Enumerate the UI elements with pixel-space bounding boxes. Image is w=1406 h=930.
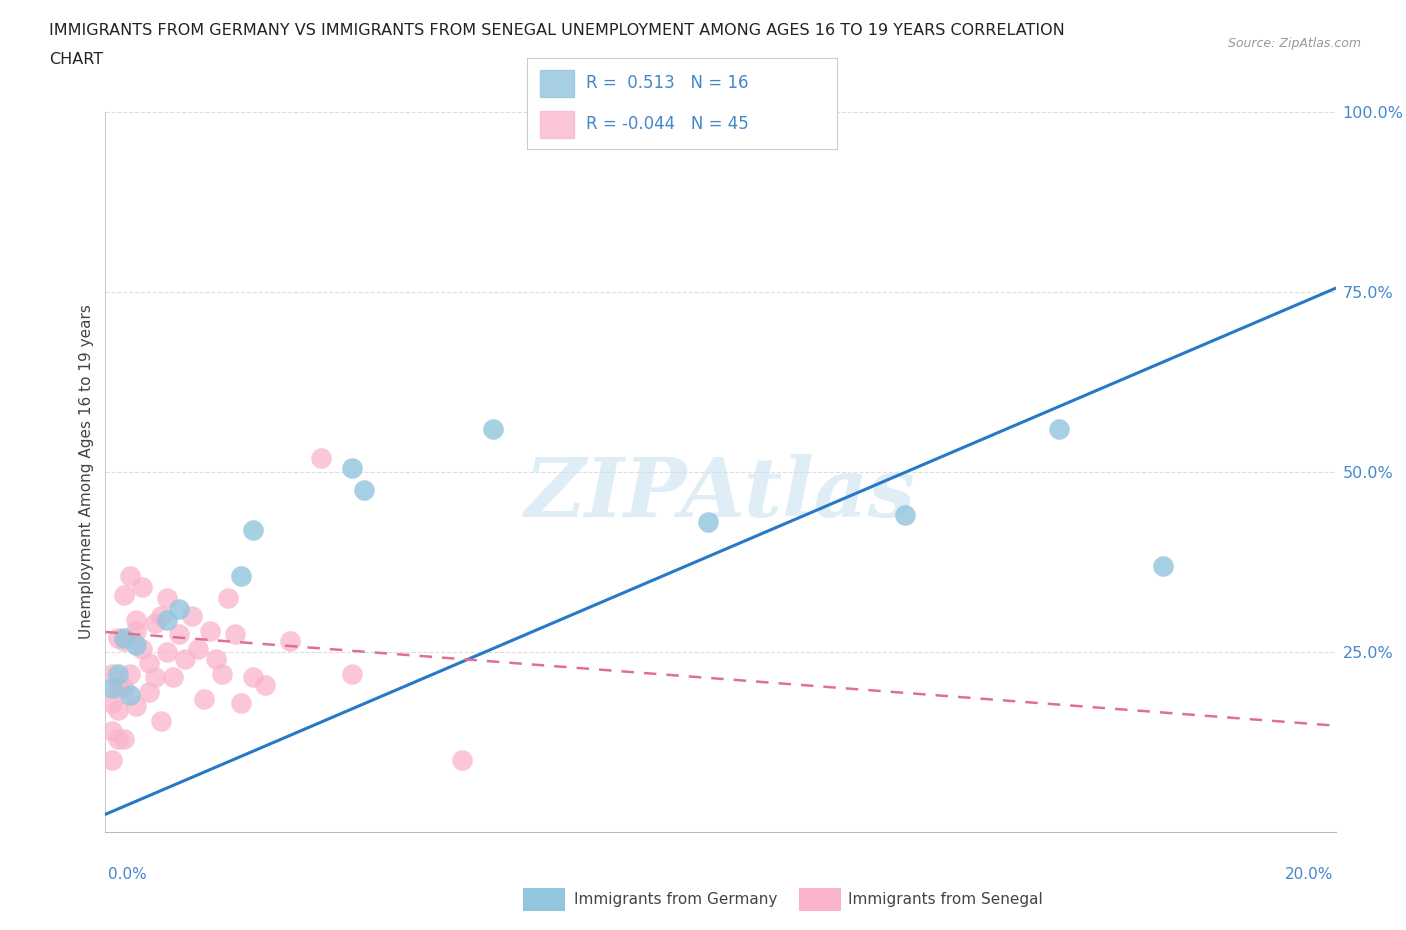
Point [211,666,233,681]
Point [138,684,160,699]
Point [100,753,122,768]
Text: Source: ZipAtlas.com: Source: ZipAtlas.com [1227,37,1361,50]
Point [242,523,264,538]
Point [894,508,917,523]
Point [120,569,141,584]
Point [138,656,160,671]
Point [224,627,246,642]
Point [254,677,277,692]
Point [107,681,129,696]
Point [107,702,129,717]
Point [278,634,301,649]
Point [112,681,135,696]
Text: 20.0%: 20.0% [1285,867,1333,882]
Text: R = -0.044   N = 45: R = -0.044 N = 45 [586,115,749,133]
Point [180,609,202,624]
Point [149,609,172,624]
Point [100,696,122,711]
Point [125,638,148,653]
Point [112,631,135,645]
Point [242,670,264,684]
Point [169,627,191,642]
Point [120,688,141,703]
Point [169,602,191,617]
Point [697,515,720,530]
Point [174,652,197,667]
Point [125,612,148,627]
Text: CHART: CHART [49,52,103,67]
Point [100,724,122,738]
Text: Immigrants from Senegal: Immigrants from Senegal [848,892,1043,907]
Point [162,670,184,684]
Point [340,666,363,681]
Point [131,580,153,595]
Point [112,731,135,746]
Point [309,450,332,465]
Point [100,666,122,681]
Point [218,591,240,605]
Point [1047,421,1070,436]
Point [451,753,474,768]
Text: R =  0.513   N = 16: R = 0.513 N = 16 [586,74,748,92]
Point [187,641,209,656]
Point [205,652,228,667]
Text: ZIPAtlas: ZIPAtlas [524,454,917,534]
Point [100,681,122,696]
Bar [540,70,574,97]
Point [143,670,166,684]
Text: 0.0%: 0.0% [108,867,148,882]
Point [107,666,129,681]
Point [131,641,153,656]
Point [107,731,129,746]
Point [193,692,215,707]
Point [156,612,179,627]
Point [125,698,148,713]
Y-axis label: Unemployment Among Ages 16 to 19 years: Unemployment Among Ages 16 to 19 years [79,304,94,640]
Point [156,591,179,605]
Point [143,616,166,631]
Point [107,631,129,645]
Point [229,569,252,584]
Point [482,421,505,436]
Point [198,623,221,638]
Point [229,696,252,711]
Point [156,644,179,659]
Point [112,634,135,649]
Bar [540,111,574,138]
Point [125,623,148,638]
Point [120,666,141,681]
Point [149,713,172,728]
Point [1153,558,1175,573]
Point [353,483,375,498]
Point [112,587,135,602]
Text: Immigrants from Germany: Immigrants from Germany [574,892,778,907]
Point [340,461,363,476]
Text: IMMIGRANTS FROM GERMANY VS IMMIGRANTS FROM SENEGAL UNEMPLOYMENT AMONG AGES 16 TO: IMMIGRANTS FROM GERMANY VS IMMIGRANTS FR… [49,23,1064,38]
